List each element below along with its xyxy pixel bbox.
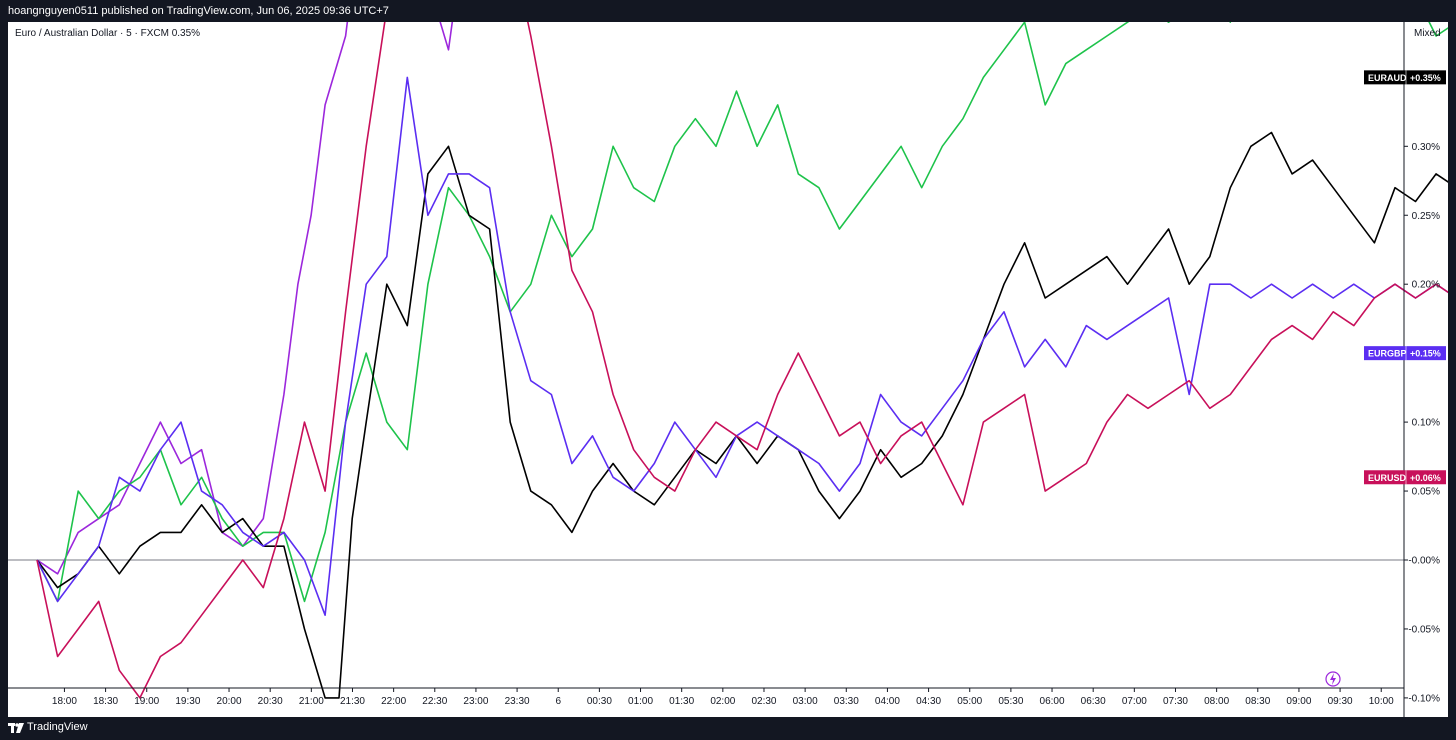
badge-background: [1364, 70, 1446, 85]
x-tick-label: 08:00: [1204, 696, 1229, 707]
x-tick-label: 19:00: [134, 696, 159, 707]
x-tick-label: 03:00: [793, 696, 818, 707]
x-tick-label: 04:30: [916, 696, 941, 707]
x-tick-label: 20:30: [258, 696, 283, 707]
time-axis[interactable]: 18:00 18:30 19:00 19:30 20:00 20:30 21:00 21:30…: [52, 688, 1394, 707]
chart-svg[interactable]: 0.70%0.65%0.60%0.55%0.50%0.45%0.40%0.35%…: [8, 22, 1448, 717]
badge-symbol: EURGBP: [1368, 349, 1407, 359]
x-tick-label: 23:30: [505, 696, 530, 707]
chart-panel[interactable]: 0.70%0.65%0.60%0.55%0.50%0.45%0.40%0.35%…: [8, 22, 1448, 717]
x-tick-label: 09:30: [1328, 696, 1353, 707]
x-tick-label: 18:00: [52, 696, 77, 707]
series-lines: [36, 22, 1448, 699]
x-tick-label: 07:00: [1122, 696, 1147, 707]
x-tick-label: 05:00: [957, 696, 982, 707]
publish-bar: hoangnguyen0511 published on TradingView…: [0, 0, 1456, 22]
badge-background: [1364, 470, 1446, 485]
y-tick-label: 0.05%: [1412, 487, 1440, 498]
x-tick-label: 04:00: [875, 696, 900, 707]
y-tick-label: -0.05%: [1408, 624, 1440, 635]
x-tick-label: 22:00: [381, 696, 406, 707]
x-tick-label: 20:00: [217, 696, 242, 707]
symbol-label: Euro / Australian Dollar · 5 · FXCM 0.35…: [15, 28, 201, 39]
x-tick-label: 6: [555, 696, 561, 707]
y-tick-label: 0.30%: [1412, 142, 1440, 153]
x-tick-label: 19:30: [175, 696, 200, 707]
y-tick-label: 0.10%: [1412, 418, 1440, 429]
publish-text: hoangnguyen0511 published on TradingView…: [8, 5, 389, 17]
y-tick-label: -0.00%: [1408, 556, 1440, 567]
x-tick-label: 03:30: [834, 696, 859, 707]
x-tick-label: 01:00: [628, 696, 653, 707]
tradingview-logo-icon: [8, 723, 24, 733]
x-tick-label: 05:30: [998, 696, 1023, 707]
x-tick-label: 21:30: [340, 696, 365, 707]
series-line-eurusd[interactable]: [36, 22, 1448, 699]
badge-value: +0.35%: [1410, 73, 1441, 83]
price-axis[interactable]: 0.70%0.65%0.60%0.55%0.50%0.45%0.40%0.35%…: [1404, 22, 1440, 717]
x-tick-label: 23:00: [463, 696, 488, 707]
footer-bar: TradingView: [0, 717, 1456, 740]
badge-eurgbp[interactable]: EURGBP +0.15%: [1364, 346, 1446, 361]
badge-background: [1364, 346, 1446, 361]
y-tick-label: 0.20%: [1412, 280, 1440, 291]
series-line-eurgbp[interactable]: [36, 76, 1448, 616]
x-tick-label: 09:00: [1286, 696, 1311, 707]
x-tick-label: 22:30: [422, 696, 447, 707]
series-line-eurnzd[interactable]: [36, 22, 1448, 603]
x-tick-label: 00:30: [587, 696, 612, 707]
x-tick-label: 08:30: [1245, 696, 1270, 707]
badge-symbol: EURUSD: [1368, 473, 1407, 483]
footer-brand: TradingView: [27, 721, 88, 733]
badge-eurusd[interactable]: EURUSD +0.06%: [1364, 470, 1446, 485]
series-line-euraud[interactable]: [36, 77, 1448, 699]
x-tick-label: 01:30: [669, 696, 694, 707]
series-line-eurjpy[interactable]: [36, 22, 1448, 575]
x-tick-label: 06:30: [1081, 696, 1106, 707]
badge-euraud[interactable]: EURAUD +0.35%: [1364, 70, 1446, 85]
x-tick-label: 18:30: [93, 696, 118, 707]
x-tick-label: 21:00: [299, 696, 324, 707]
y-tick-label: -0.10%: [1408, 693, 1440, 704]
badge-value: +0.06%: [1410, 473, 1441, 483]
lightning-icon[interactable]: [1325, 671, 1341, 687]
x-tick-label: 02:00: [710, 696, 735, 707]
x-tick-label: 07:30: [1163, 696, 1188, 707]
x-tick-label: 06:00: [1040, 696, 1065, 707]
badge-symbol: EURAUD: [1368, 73, 1407, 83]
x-tick-label: 02:30: [751, 696, 776, 707]
x-tick-label: 10:00: [1369, 696, 1394, 707]
series-badges: EURJPY+0.61%EURNZD+0.46%EURAUD+0.35%EURG…: [1364, 70, 1446, 485]
badge-value: +0.15%: [1410, 349, 1441, 359]
scale-mode-label[interactable]: Mixed: [1414, 28, 1441, 39]
y-tick-label: 0.25%: [1412, 211, 1440, 222]
